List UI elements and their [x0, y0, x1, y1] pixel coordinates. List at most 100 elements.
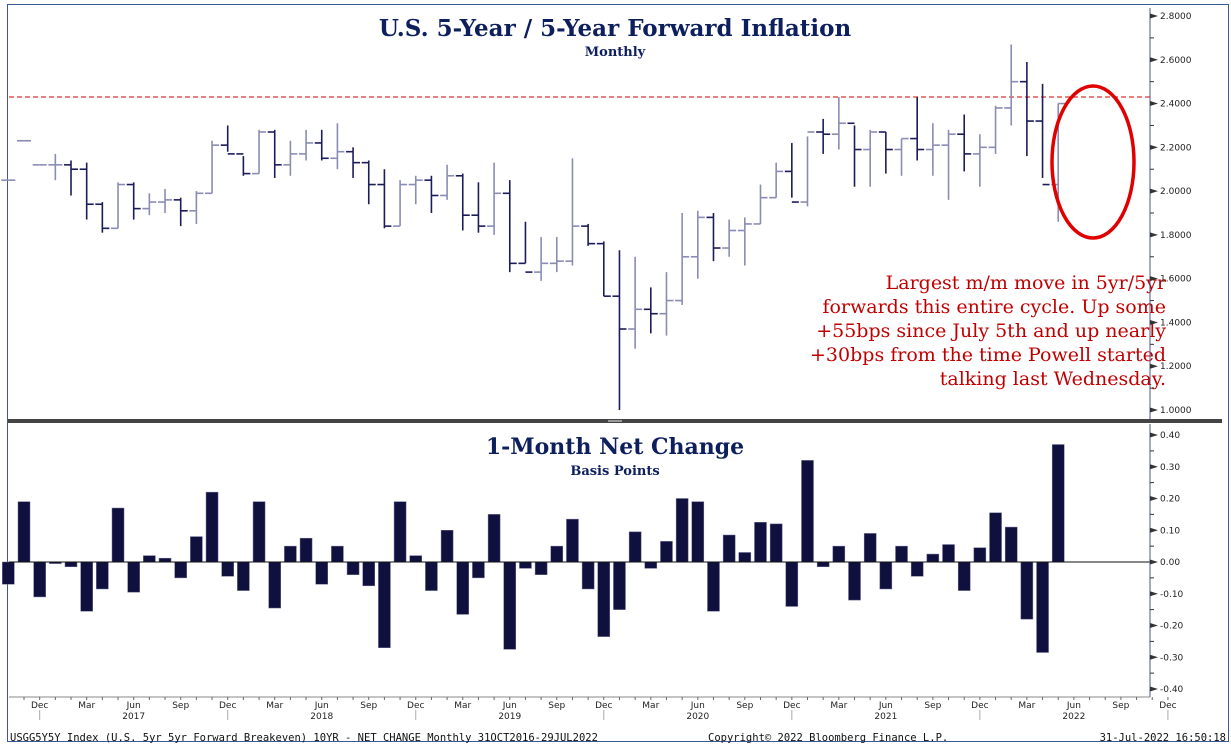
- y-tick-label: 2.2000: [1160, 143, 1192, 153]
- y-tick-marker: [1150, 559, 1158, 565]
- x-tick-label: Mar: [266, 701, 283, 711]
- net-change-bar: [738, 552, 752, 563]
- net-change-bar: [910, 561, 924, 577]
- ohlc-bar: [612, 250, 627, 410]
- ohlc-bar: [518, 221, 533, 273]
- x-tick-label: Sep: [360, 701, 377, 711]
- x-tick-label: Mar: [1018, 701, 1035, 711]
- ohlc-bar: [643, 287, 658, 334]
- net-change-bar: [597, 561, 611, 637]
- annotation-line: talking last Wednesday.: [940, 368, 1166, 390]
- x-tick-label: Jun: [1066, 701, 1081, 711]
- splitter-handle[interactable]: [608, 420, 622, 422]
- upper-subtitle: Monthly: [585, 45, 646, 60]
- y-tick-marker: [1150, 101, 1158, 107]
- ohlc-bar: [189, 191, 204, 224]
- y-tick-label: 1.6000: [1160, 275, 1192, 285]
- net-change-bar: [393, 501, 407, 563]
- net-change-bar: [1036, 561, 1049, 653]
- y-tick-label: 2.0000: [1160, 187, 1192, 197]
- x-tick-label: Dec: [595, 701, 612, 711]
- net-change-bar: [989, 512, 1002, 563]
- x-year-label: 2021: [874, 712, 897, 722]
- net-change-bar: [440, 530, 454, 563]
- x-year-label: 2022: [1062, 712, 1085, 722]
- net-change-bar: [331, 545, 344, 563]
- ohlc-bar: [126, 182, 141, 220]
- ohlc-bar: [925, 123, 940, 176]
- x-tick-label: Mar: [830, 701, 847, 711]
- net-change-bar: [550, 545, 564, 563]
- ohlc-bar: [377, 169, 392, 229]
- footer-copyright: Copyright© 2022 Bloomberg Finance L.P.: [708, 732, 948, 744]
- y-tick-marker: [1150, 144, 1158, 150]
- y-tick-label: -0.10: [1160, 590, 1184, 600]
- ohlc-bar: [565, 158, 580, 266]
- x-year-label: 2018: [310, 712, 333, 722]
- ohlc-bar: [424, 175, 439, 213]
- net-change-bar: [879, 561, 893, 590]
- net-change-bar: [190, 536, 203, 563]
- net-change-bar: [80, 561, 93, 612]
- y-tick-marker: [1150, 496, 1158, 501]
- upper-y-ticks: 2.8000 2.6000 2.4000 2.2000 2.0000 1.8000 1.60…: [1150, 12, 1192, 416]
- y-tick-label: -0.20: [1160, 622, 1184, 632]
- y-tick-label: 0.20: [1160, 495, 1180, 505]
- ohlc-bar: [628, 256, 643, 349]
- x-year-label: 2019: [498, 712, 521, 722]
- ohlc-bar: [487, 162, 502, 235]
- y-tick-marker: [1150, 623, 1158, 628]
- net-change-bar: [534, 561, 548, 575]
- annotation-line: +55bps since July 5th and up nearly: [816, 320, 1166, 342]
- ohlc-bar: [361, 160, 376, 205]
- y-tick-label: 0.30: [1160, 463, 1180, 473]
- ohlc-bar: [894, 137, 909, 176]
- ohlc-bar: [675, 213, 690, 305]
- ohlc-bar: [455, 173, 470, 231]
- net-change-bar: [174, 561, 187, 579]
- y-tick-label: 0.40: [1160, 431, 1180, 441]
- ohlc-bar: [737, 217, 752, 266]
- y-tick-marker: [1150, 13, 1158, 19]
- upper-pane: U.S. 5-Year / 5-Year Forward Inflation M…: [1, 8, 1192, 420]
- y-tick-label: 2.4000: [1160, 100, 1192, 110]
- x-tick-label: Sep: [924, 701, 941, 711]
- lower-y-ticks: 0.40 0.30 0.20 0.10 0.00 -0.10 -0.20 -0.30 -0.40: [1150, 431, 1184, 695]
- y-tick-marker: [1150, 464, 1158, 470]
- net-change-bar: [722, 534, 736, 563]
- net-change-bar: [409, 555, 422, 563]
- ohlc-bar: [314, 129, 329, 161]
- x-tick-label: Jun: [878, 701, 893, 711]
- x-tick-label: Mar: [454, 701, 471, 711]
- net-change-bar: [675, 498, 689, 563]
- y-tick-label: -0.30: [1160, 653, 1184, 663]
- net-change-bar: [801, 460, 814, 563]
- annotation-line: Largest m/m move in 5yr/5yr: [886, 272, 1167, 294]
- net-change-bar: [848, 561, 861, 601]
- ohlc-bar: [299, 129, 314, 161]
- net-change-bar: [315, 561, 328, 585]
- x-tick-label: Dec: [971, 701, 988, 711]
- annotation-line: +30bps from the time Powell started: [810, 344, 1166, 366]
- net-change-bar: [96, 561, 109, 590]
- ohlc-bar: [95, 202, 110, 233]
- footer-source: USGG5Y5Y Index (U.S. 5yr 5yr Forward Bre…: [10, 732, 598, 744]
- net-change-bar: [2, 561, 15, 585]
- ohlc-bar: [408, 175, 423, 205]
- annotation: Largest m/m move in 5yr/5yr forwards thi…: [810, 272, 1167, 390]
- net-change-bar: [425, 561, 438, 591]
- ohlc-bar: [988, 105, 1003, 154]
- net-change-bar: [926, 553, 940, 563]
- y-tick-marker: [1150, 591, 1158, 597]
- upper-title: U.S. 5-Year / 5-Year Forward Inflation: [379, 15, 852, 42]
- net-change-bar: [816, 561, 830, 568]
- net-change-bar: [707, 561, 720, 612]
- ohlc-bar: [784, 142, 799, 203]
- ohlc-bar: [847, 122, 862, 187]
- x-tick-label: Sep: [548, 701, 565, 711]
- x-tick-label: Dec: [1159, 701, 1176, 711]
- ohlc-bar: [1035, 83, 1050, 186]
- ohlc-bar: [581, 223, 596, 246]
- ohlc-bar: [706, 213, 721, 262]
